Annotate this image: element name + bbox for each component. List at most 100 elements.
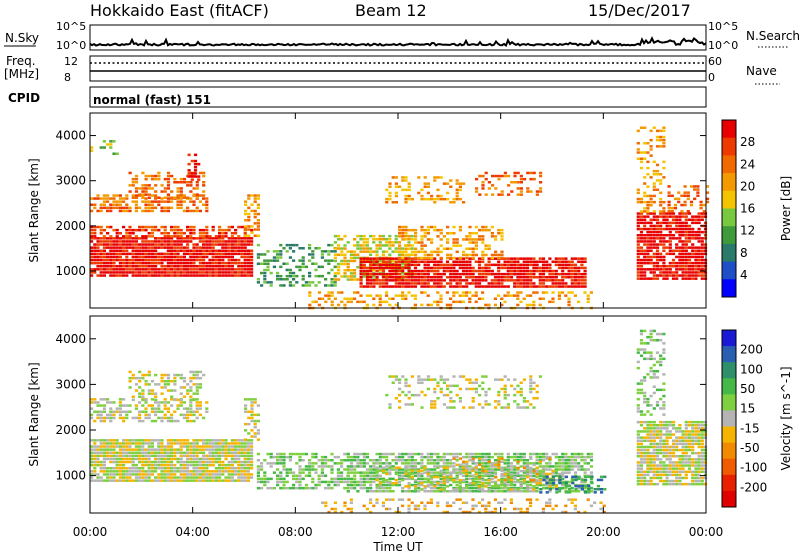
power-cell	[455, 272, 459, 276]
velocity-cell	[449, 452, 453, 456]
power-cell	[490, 235, 494, 238]
power-cell	[526, 187, 530, 190]
power-cell	[410, 263, 414, 267]
velocity-cell	[333, 462, 337, 465]
velocity-cell	[468, 471, 472, 474]
power-cell	[205, 209, 209, 213]
power-cell	[157, 243, 161, 246]
power-cell	[639, 237, 644, 240]
power-cell	[227, 237, 231, 240]
power-cell	[157, 268, 161, 271]
velocity-cell	[163, 473, 167, 476]
power-cell	[662, 200, 666, 204]
velocity-cell	[224, 463, 228, 467]
power-cell	[173, 249, 177, 252]
power-cell	[532, 257, 536, 260]
power-cell	[570, 272, 574, 276]
power-cell	[150, 225, 154, 229]
power-cell	[93, 235, 97, 238]
velocity-cell	[202, 476, 206, 479]
power-cell	[471, 269, 475, 273]
velocity-cell	[250, 457, 254, 461]
power-cell	[494, 174, 498, 178]
velocity-cell	[154, 460, 158, 464]
velocity-cell	[314, 486, 318, 490]
velocity-cell	[192, 463, 196, 467]
velocity-cell	[99, 463, 103, 467]
velocity-cell	[198, 460, 202, 464]
velocity-cell	[509, 468, 514, 471]
velocity-cell	[179, 479, 183, 482]
power-cell	[247, 212, 251, 216]
power-cell	[96, 261, 100, 265]
velocity-cell	[202, 463, 206, 467]
power-cell	[484, 253, 488, 257]
velocity-cell	[96, 404, 100, 407]
power-cell	[475, 187, 479, 190]
power-cell	[147, 174, 151, 178]
power-cell	[256, 253, 260, 256]
power-cell	[198, 171, 203, 175]
power-cell	[410, 260, 414, 263]
power-cell	[394, 272, 398, 276]
velocity-cell	[548, 455, 552, 459]
velocity-cell	[90, 479, 94, 482]
power-cell	[144, 206, 148, 210]
power-cell	[636, 191, 640, 195]
velocity-cell	[327, 465, 331, 468]
power-cell	[208, 252, 212, 256]
power-cell	[557, 294, 561, 297]
power-cell	[179, 196, 183, 199]
power-cell	[163, 243, 167, 246]
velocity-cell	[214, 476, 218, 479]
power-cell	[675, 246, 679, 249]
power-cell	[687, 252, 692, 256]
power-cell	[423, 197, 427, 201]
velocity-cell	[195, 404, 199, 407]
power-cell	[359, 257, 363, 260]
velocity-cell	[407, 486, 411, 490]
power-cell	[202, 265, 206, 268]
velocity-cell	[112, 470, 116, 473]
power-cell	[516, 272, 520, 276]
power-cell	[410, 244, 414, 247]
power-cell	[639, 249, 644, 252]
velocity-cell	[314, 452, 318, 456]
power-cell	[208, 271, 212, 274]
power-cell	[487, 228, 491, 232]
velocity-cell	[481, 468, 485, 471]
power-cell	[652, 169, 656, 173]
power-cell	[700, 258, 704, 262]
velocity-cell	[157, 401, 161, 404]
velocity-cell	[192, 467, 196, 470]
velocity-cell	[150, 463, 154, 467]
power-cell	[538, 297, 542, 300]
power-cell	[214, 252, 218, 256]
power-cell	[227, 271, 231, 274]
power-cell	[109, 258, 113, 262]
power-cell	[160, 252, 164, 256]
velocity-cell	[445, 477, 450, 481]
velocity-cell	[509, 477, 514, 481]
velocity-cell	[365, 455, 370, 459]
velocity-cell	[157, 479, 161, 482]
velocity-cell	[211, 451, 215, 454]
velocity-cell	[189, 413, 193, 417]
power-cell	[99, 255, 103, 259]
power-cell	[646, 249, 650, 252]
power-cell	[404, 244, 408, 247]
velocity-cell	[186, 470, 190, 473]
velocity-cell	[192, 457, 196, 461]
velocity-cell	[276, 459, 280, 462]
power-cell	[525, 303, 529, 307]
power-cell	[154, 237, 158, 240]
velocity-cell	[166, 479, 170, 482]
velocity-cell	[279, 455, 283, 459]
velocity-cell	[195, 448, 199, 451]
power-cell	[353, 291, 357, 294]
power-cell	[205, 237, 209, 240]
power-cell	[687, 224, 692, 228]
velocity-cell	[269, 462, 273, 465]
velocity-cell	[385, 462, 389, 465]
